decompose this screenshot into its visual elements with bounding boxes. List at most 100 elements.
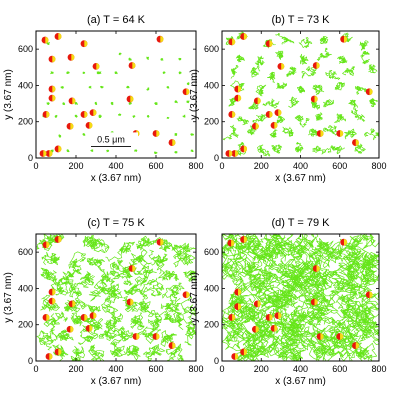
y-tick-label-2: 400 [204,80,219,90]
x-tick-label-4: 800 [371,364,386,374]
x-tick-label-1: 200 [68,364,83,374]
particles [39,33,190,157]
y-tick-label-0: 0 [28,356,33,366]
trajectory-43 [334,113,346,123]
x-tick-label-1: 200 [68,161,83,171]
particle-yellow-13 [84,111,88,118]
trajectory-44 [58,134,62,138]
y-axis-label: y (3.67 nm) [3,69,14,120]
trajectory-51 [190,133,194,136]
x-tick-label-4: 800 [188,161,203,171]
trajectory-17 [79,271,95,288]
trajectory-12 [160,58,164,61]
trajectory-40 [272,115,286,124]
trajectory-15 [40,267,58,283]
particle-yellow-12 [278,109,282,116]
particle-yellow-16 [172,342,176,349]
trajectory-54 [257,144,271,157]
trajectory-5 [319,36,329,44]
trajectory-36 [54,114,58,118]
particle-21 [54,145,62,153]
particle-0 [41,36,49,44]
particle-yellow-4 [71,54,75,61]
trajectory-3 [89,238,110,254]
trajectory-15 [230,65,239,79]
particle-yellow-21 [229,150,233,157]
particle-16 [85,121,93,129]
particle-yellow-16 [89,122,93,129]
particle-yellow-9 [257,97,261,105]
trajectory-59 [190,149,194,152]
particle-yellow-0 [232,38,236,46]
trajectory-38 [98,114,102,119]
trajectory-25 [276,82,287,89]
trajectory-22 [183,270,196,282]
particle-5 [312,62,320,69]
particle-14 [132,333,140,340]
trajectory-6 [152,237,176,252]
particle-yellow-4 [238,288,242,296]
particle-yellow-2 [343,238,348,246]
particle-yellow-9 [186,88,190,95]
particle-17 [336,130,344,137]
particle-yellow-8 [314,298,318,306]
particle-yellow-17 [340,130,344,137]
particle-7 [68,300,76,308]
trajectory-8 [41,251,60,266]
particle-13 [228,111,236,118]
particle-yellow-18 [235,353,239,360]
particle-yellow-19 [243,145,248,153]
trajectory-42 [166,116,170,119]
trajectory-32 [262,98,280,109]
trajectory-42 [130,312,145,330]
particle-yellow-2 [84,40,88,47]
trajectory-52 [50,149,54,153]
trajectory-29 [331,277,379,312]
particle-2 [156,238,164,246]
trajectory-33 [288,96,300,108]
particle-yellow-17 [70,123,74,130]
trajectory-14 [50,71,54,75]
particle-15 [152,333,160,340]
particle-19 [240,145,248,153]
y-axis-label: y (3.67 nm) [189,272,200,323]
trajectory-25 [88,279,112,302]
trajectory-27 [123,279,144,296]
particle-yellow-7 [369,88,373,95]
particle-yellow-0 [46,241,50,249]
particle-16 [352,342,359,349]
particle-6 [234,85,242,93]
trajectories [36,234,196,361]
trajectory-7 [359,40,369,51]
trajectory-24 [255,84,267,97]
trajectory-45 [222,317,246,352]
particle-yellow-17 [243,348,248,356]
particle-yellow-20 [235,150,239,157]
particle-yellow-5 [52,55,56,63]
particle-11 [228,314,236,321]
particle-yellow-7 [257,300,261,308]
x-tick-label-4: 800 [188,364,203,374]
particle-15 [251,122,259,130]
particle-0 [227,239,235,247]
trajectory-18 [100,269,121,288]
trajectory-51 [344,128,357,140]
particle-yellow-4 [281,63,285,70]
trajectory-43 [182,114,186,118]
trajectory-36 [348,99,359,112]
x-axis-label: x (3.67 nm) [275,173,326,184]
particle-yellow-8 [238,94,242,102]
x-tick-label-2: 400 [293,364,308,374]
particle-4 [48,288,56,296]
trajectory-9 [254,55,265,66]
trajectory-18 [178,71,182,75]
particle-yellow-5 [369,291,373,298]
y-tick-label-2: 400 [18,283,33,293]
particle-12 [85,324,93,332]
trajectory-48 [282,126,294,137]
trajectory-56 [280,338,309,361]
particle-5 [48,55,56,63]
particle-7 [253,300,261,308]
y-tick-label-1: 200 [18,117,33,127]
